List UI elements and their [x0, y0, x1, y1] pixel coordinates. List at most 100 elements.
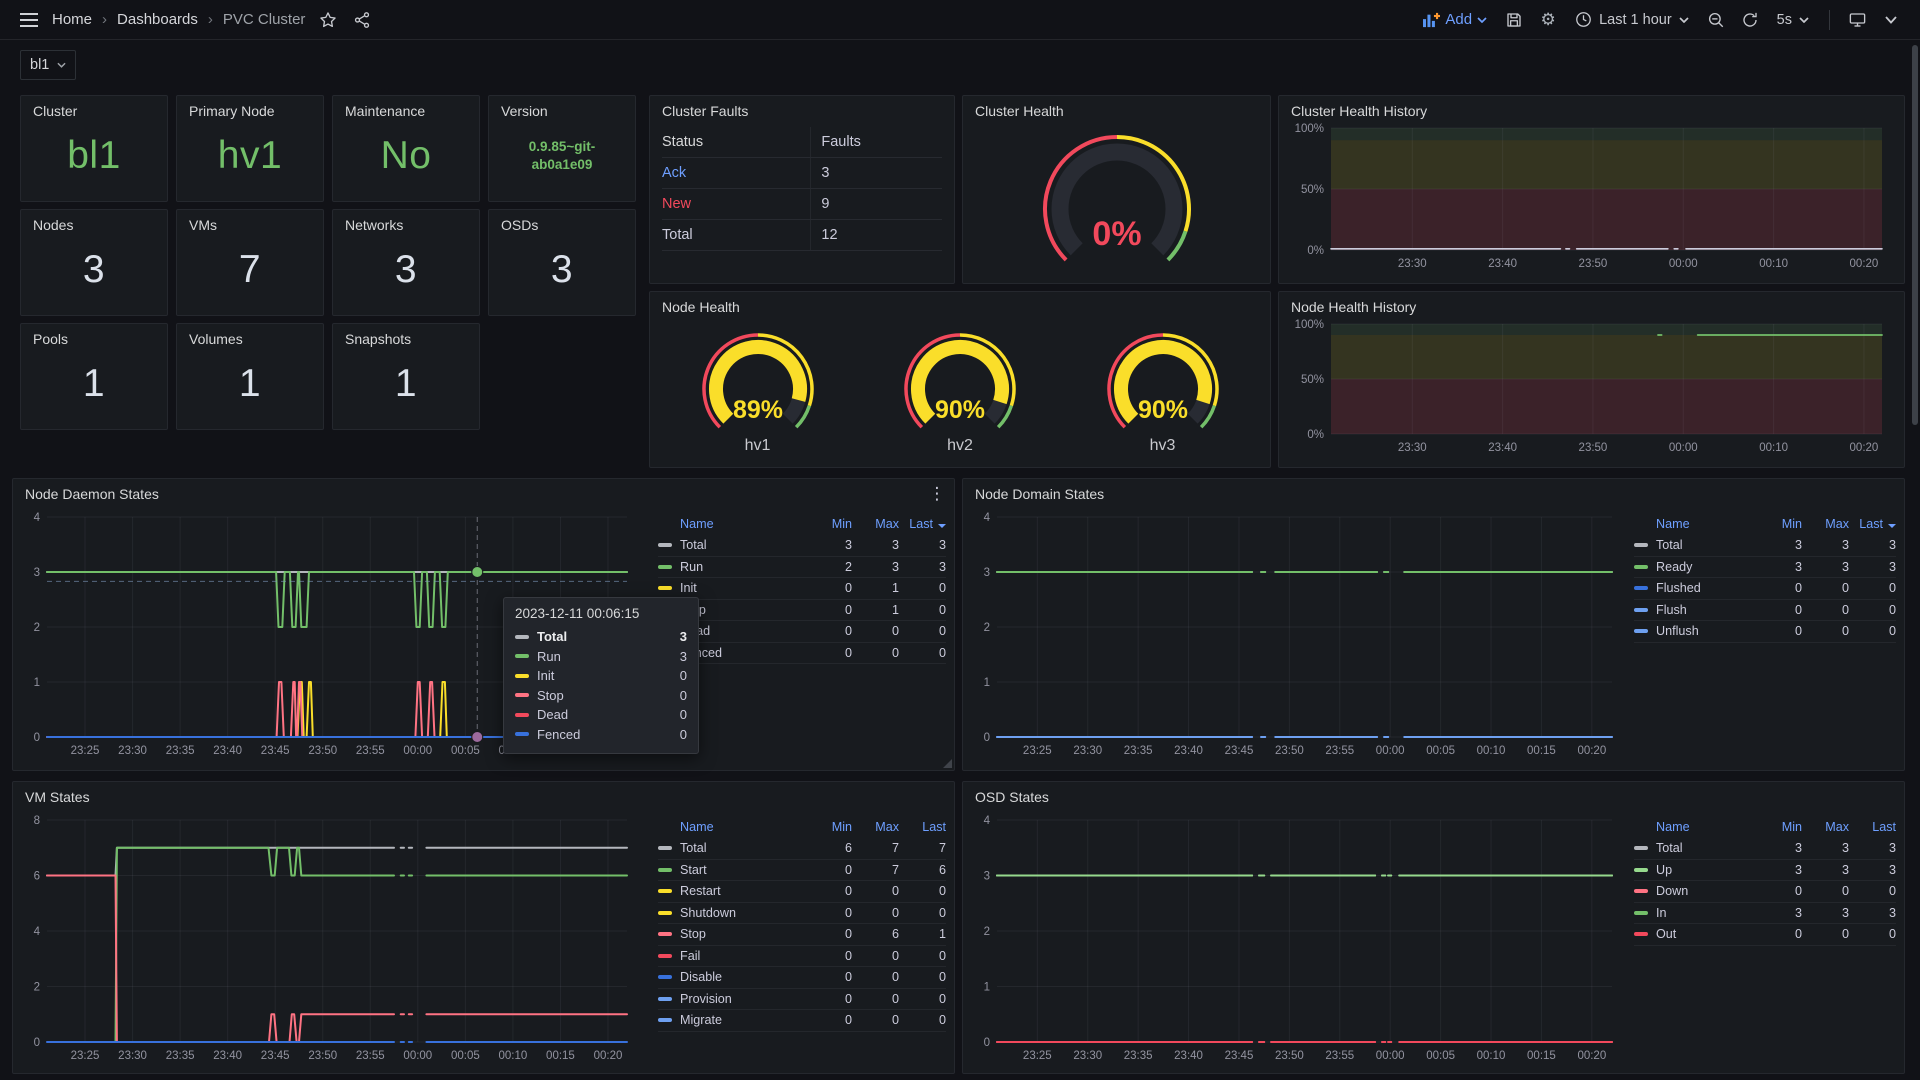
tv-mode-button[interactable]	[1842, 5, 1872, 35]
svg-text:4: 4	[984, 815, 991, 827]
gauge-node-label: hv1	[745, 437, 771, 455]
series-color-swatch	[1634, 608, 1648, 612]
legend-series-row[interactable]: Unflush000	[1634, 621, 1896, 643]
zoom-out-icon	[1707, 11, 1725, 29]
legend-series-row[interactable]: Run233	[658, 557, 946, 579]
legend-series-row[interactable]: In333	[1634, 903, 1896, 925]
legend-series-row[interactable]: Migrate000	[658, 1010, 946, 1032]
svg-text:23:40: 23:40	[1174, 745, 1203, 757]
favorite-button[interactable]	[313, 5, 343, 35]
legend-series-row[interactable]: Stop010	[658, 600, 946, 622]
refresh-interval-picker[interactable]: 5s	[1769, 12, 1817, 28]
series-color-swatch	[1634, 565, 1648, 569]
svg-text:23:55: 23:55	[356, 1050, 385, 1062]
node-health-history-chart[interactable]: 0%50%100%23:3023:4023:5000:0000:1000:20	[1287, 318, 1892, 463]
svg-text:00:20: 00:20	[1850, 258, 1879, 270]
breadcrumb-dashboards[interactable]: Dashboards	[113, 11, 202, 28]
panel-resize-handle[interactable]	[943, 759, 952, 768]
legend-series-row[interactable]: Start076	[658, 860, 946, 882]
legend-series-row[interactable]: Shutdown000	[658, 903, 946, 925]
svg-text:23:25: 23:25	[71, 745, 100, 757]
node-health-gauge-hv1: 89%hv1	[663, 321, 853, 455]
stat-value: 3	[21, 237, 167, 302]
legend-series-row[interactable]: Total677	[658, 838, 946, 860]
dashboard-settings-button[interactable]: ⚙	[1533, 5, 1563, 35]
legend-series-row[interactable]: Disable000	[658, 967, 946, 989]
sort-desc-icon	[1888, 524, 1896, 528]
star-icon	[319, 11, 337, 29]
legend-series-row[interactable]: Total333	[1634, 838, 1896, 860]
time-range-picker[interactable]: Last 1 hour	[1567, 11, 1697, 28]
legend-series-row[interactable]: Provision000	[658, 989, 946, 1011]
panel-title: VMs	[177, 210, 323, 237]
share-button[interactable]	[347, 5, 377, 35]
panel-node-health-history: Node Health History 0%50%100%23:3023:402…	[1278, 291, 1905, 468]
legend-series-row[interactable]: Flush000	[1634, 600, 1896, 622]
svg-text:100%: 100%	[1295, 319, 1324, 331]
menu-button[interactable]	[14, 5, 44, 35]
svg-text:0%: 0%	[1307, 429, 1324, 441]
vm-states-legend: NameMinMaxLastTotal677Start076Restart000…	[658, 816, 946, 1032]
breadcrumb-home[interactable]: Home	[48, 11, 96, 28]
svg-text:00:05: 00:05	[451, 1050, 480, 1062]
legend-series-row[interactable]: Down000	[1634, 881, 1896, 903]
svg-text:00:10: 00:10	[1477, 1050, 1506, 1062]
series-color-swatch	[1634, 543, 1648, 547]
save-dashboard-button[interactable]	[1499, 5, 1529, 35]
legend-series-row[interactable]: Dead000	[658, 621, 946, 643]
tooltip-row: Init0	[515, 666, 687, 686]
monitor-icon	[1848, 11, 1867, 29]
legend-series-row[interactable]: Stop061	[658, 924, 946, 946]
legend-header-row: NameMinMaxLast	[1634, 513, 1896, 535]
series-color-swatch	[658, 911, 672, 915]
chevron-down-icon	[1799, 17, 1809, 23]
svg-text:0: 0	[984, 732, 990, 744]
refresh-button[interactable]	[1735, 5, 1765, 35]
nav-divider	[1829, 10, 1830, 30]
legend-series-row[interactable]: Up333	[1634, 860, 1896, 882]
legend-series-row[interactable]: Init010	[658, 578, 946, 600]
panel-title: Snapshots	[333, 324, 479, 351]
legend-series-row[interactable]: Total333	[1634, 535, 1896, 557]
nav-more-button[interactable]	[1876, 5, 1906, 35]
panel-title: Node Daemon States	[13, 479, 954, 506]
chevron-down-icon	[1679, 17, 1689, 23]
panel-cluster-health: Cluster Health 0%	[962, 95, 1271, 284]
node-health-gauges: 89%hv190%hv290%hv3	[650, 319, 1270, 455]
svg-text:00:00: 00:00	[403, 745, 432, 757]
legend-series-row[interactable]: Out000	[1634, 924, 1896, 946]
zoom-out-time-button[interactable]	[1701, 5, 1731, 35]
osd-states-chart[interactable]: 0123423:2523:3023:3523:4023:4523:5023:55…	[971, 810, 1626, 1071]
breadcrumb-separator: ›	[206, 11, 215, 28]
panel-title: Node Health	[650, 292, 1270, 319]
legend-series-row[interactable]: Total333	[658, 535, 946, 557]
stat-value: 7	[177, 237, 323, 302]
svg-text:4: 4	[34, 926, 41, 938]
svg-text:0%: 0%	[1307, 245, 1324, 257]
variable-cluster-select[interactable]: bl1	[20, 50, 76, 80]
legend-series-row[interactable]: Ready333	[1634, 557, 1896, 579]
legend-series-row[interactable]: Restart000	[658, 881, 946, 903]
svg-text:1: 1	[34, 677, 40, 689]
cluster-health-history-chart[interactable]: 0%50%100%23:3023:4023:5000:0000:1000:20	[1287, 122, 1892, 279]
node-health-gauge-hv3: 90%hv3	[1068, 321, 1258, 455]
svg-text:00:05: 00:05	[1426, 745, 1455, 757]
panel-cluster-faults: Cluster Faults StatusFaultsAck3New9Total…	[649, 95, 955, 284]
legend-series-row[interactable]: Fail000	[658, 946, 946, 968]
legend-series-row[interactable]: Flushed000	[1634, 578, 1896, 600]
svg-text:100%: 100%	[1295, 123, 1324, 135]
panel-cluster-health-history: Cluster Health History 0%50%100%23:3023:…	[1278, 95, 1905, 284]
share-icon	[353, 11, 371, 29]
add-panel-button[interactable]: Add	[1414, 11, 1495, 28]
stat-panel-nodes: Nodes3	[20, 209, 168, 316]
svg-text:23:30: 23:30	[1073, 745, 1102, 757]
legend-series-row[interactable]: Fenced000	[658, 643, 946, 665]
node-health-gauge-hv2: 90%hv2	[865, 321, 1055, 455]
panel-title: OSD States	[963, 782, 1904, 809]
series-color-swatch	[658, 997, 672, 1001]
panel-menu-kebab-icon[interactable]: ⋮	[926, 483, 948, 505]
node-domain-states-chart[interactable]: 0123423:2523:3023:3523:4023:4523:5023:55…	[971, 507, 1626, 766]
svg-text:23:30: 23:30	[1398, 442, 1427, 454]
vm-states-chart[interactable]: 0246823:2523:3023:3523:4023:4523:5023:55…	[21, 810, 639, 1071]
scrollbar-thumb[interactable]	[1912, 45, 1918, 425]
